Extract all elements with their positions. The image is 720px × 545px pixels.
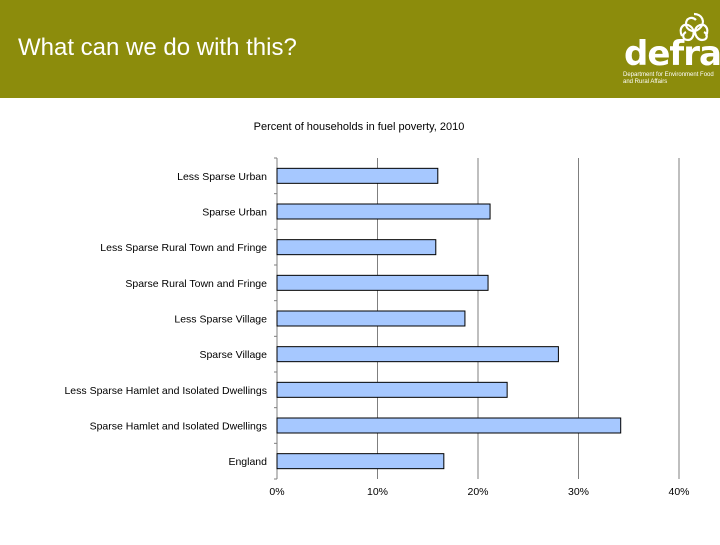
x-tick-label: 40% (668, 486, 689, 498)
bars (276, 167, 622, 470)
fuel-poverty-bar-chart: Percent of households in fuel poverty, 2… (64, 121, 689, 498)
bar (276, 453, 445, 470)
x-tick-label: 30% (568, 486, 589, 498)
category-label: England (228, 456, 267, 468)
chart-title: Percent of households in fuel poverty, 2… (254, 121, 465, 133)
logo-subtitle: Department for Environment Food and Rura… (623, 72, 714, 85)
bar (276, 310, 466, 327)
category-labels: Less Sparse Urban Sparse Urban Less Sparse… (64, 171, 267, 468)
category-label: Less Sparse Rural Town and Fringe (100, 242, 267, 254)
category-label: Sparse Village (199, 349, 267, 361)
x-tick-labels: 0% 10% 20% 30% 40% (269, 486, 689, 498)
x-tick-label: 20% (467, 486, 488, 498)
bar (276, 274, 489, 291)
category-label: Less Sparse Hamlet and Isolated Dwelling… (64, 385, 267, 397)
category-label: Less Sparse Urban (177, 171, 267, 183)
bar (276, 239, 437, 256)
defra-logo: defra Department for Environment Food an… (618, 8, 720, 94)
chart-area: Percent of households in fuel poverty, 2… (0, 98, 720, 540)
slide-title: What can we do with this? (18, 34, 297, 61)
category-label: Less Sparse Village (174, 314, 267, 326)
logo-wordmark: defra (624, 34, 720, 74)
header-band: What can we do with this? defra Departme… (0, 0, 720, 98)
bar (276, 203, 491, 220)
x-tick-label: 10% (367, 486, 388, 498)
bar (276, 167, 439, 184)
category-label: Sparse Hamlet and Isolated Dwellings (90, 421, 267, 433)
category-label: Sparse Rural Town and Fringe (125, 278, 267, 290)
category-label: Sparse Urban (202, 207, 267, 219)
bar (276, 417, 622, 434)
knot-logo-icon (679, 12, 709, 42)
bar (276, 346, 559, 363)
x-tick-label: 0% (269, 486, 284, 498)
bar (276, 381, 508, 398)
